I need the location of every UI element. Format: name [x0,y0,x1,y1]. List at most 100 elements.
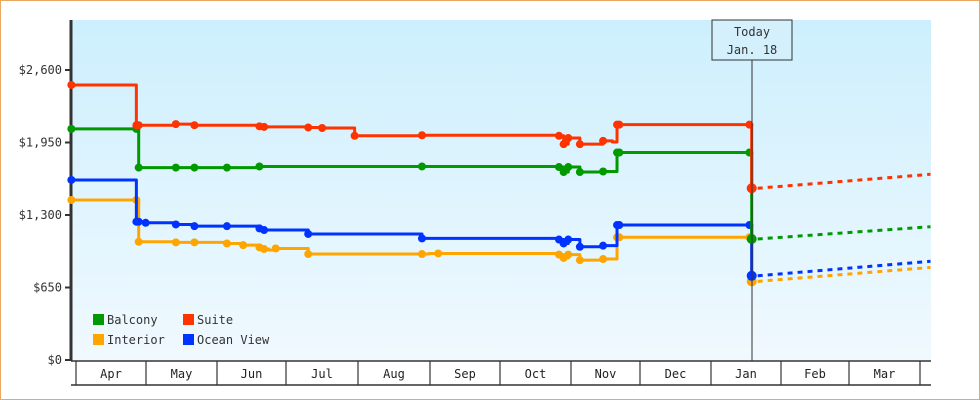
price-point[interactable] [559,168,568,177]
month-label-sep: Sep [454,367,476,381]
price-point[interactable] [417,234,426,243]
legend-item-suite[interactable]: Suite [183,313,233,327]
price-point[interactable] [575,256,584,265]
month-label-mar: Mar [874,367,896,381]
today-box [711,19,793,61]
legend-item-interior[interactable]: Interior [93,333,165,347]
price-point[interactable] [190,238,199,247]
price-point[interactable] [304,250,313,259]
price-point[interactable] [255,162,264,171]
price-point[interactable] [190,121,199,130]
price-point[interactable] [222,239,231,248]
price-point[interactable] [271,244,280,253]
price-point[interactable] [171,163,180,172]
month-label-aug: Aug [383,367,405,381]
today-label: Today [734,25,770,39]
price-point[interactable] [559,140,568,149]
month-label-oct: Oct [525,367,547,381]
price-point[interactable] [564,163,573,172]
price-point[interactable] [171,120,180,129]
y-axis: $0 $650 $1,300 $1,950 $2,600 [19,20,73,367]
plot-area [72,20,931,360]
price-point[interactable] [239,241,248,250]
price-point[interactable] [599,136,608,145]
forecast-line [757,259,931,278]
month-label-jan: Jan [735,367,757,381]
price-point[interactable] [190,222,199,231]
price-point[interactable] [417,131,426,140]
price-point[interactable] [67,195,76,204]
legend: Balcony Suite Interior Ocean View [93,313,270,347]
price-point[interactable] [615,221,624,230]
price-point[interactable] [67,124,76,133]
y-tick-label: $0 [48,353,62,367]
price-point[interactable] [304,123,313,132]
price-point[interactable] [417,250,426,259]
price-point[interactable] [564,250,573,259]
legend-swatch [93,314,104,325]
month-label-nov: Nov [595,367,617,381]
price-point[interactable] [222,163,231,172]
price-point[interactable] [260,122,269,131]
price-point[interactable] [575,140,584,149]
today-date: Jan. 18 [727,43,778,57]
price-point[interactable] [564,235,573,244]
history-line [71,198,754,282]
legend-label: Balcony [107,313,158,327]
price-point[interactable] [318,123,327,132]
price-point[interactable] [615,120,624,129]
forecast-line [757,225,931,241]
price-point[interactable] [599,255,608,264]
price-point[interactable] [599,241,608,250]
legend-swatch [93,334,104,345]
month-label-dec: Dec [665,367,687,381]
price-point[interactable] [171,220,180,229]
forecast-line [757,265,931,283]
y-tick-label: $1,950 [19,135,62,149]
price-point[interactable] [134,217,143,226]
price-point[interactable] [260,245,269,254]
legend-swatch [183,314,194,325]
today-marker: Today Jan. 18 [711,19,793,361]
legend-label: Ocean View [197,333,270,347]
price-point[interactable] [575,168,584,177]
price-point[interactable] [350,131,359,140]
series-lines [67,80,931,287]
y-tick-label: $2,600 [19,63,62,77]
price-point[interactable] [190,163,199,172]
legend-label: Suite [197,313,233,327]
legend-item-ocean-view[interactable]: Ocean View [183,333,270,347]
price-point[interactable] [134,237,143,246]
price-point[interactable] [260,226,269,235]
price-point[interactable] [222,222,231,231]
price-point[interactable] [134,163,143,172]
price-point[interactable] [434,249,443,258]
price-point[interactable] [554,163,563,172]
price-point[interactable] [304,229,313,238]
price-point[interactable] [141,218,150,227]
series-ocean-view [67,175,931,281]
series-balcony [67,124,931,244]
price-point[interactable] [171,238,180,247]
legend-swatch [183,334,194,345]
price-point[interactable] [67,80,76,89]
price-point[interactable] [134,121,143,130]
price-point[interactable] [575,242,584,251]
month-label-jun: Jun [241,367,263,381]
price-point[interactable] [417,162,426,171]
y-tick-label: $650 [33,280,62,294]
month-label-apr: Apr [100,367,122,381]
legend-item-balcony[interactable]: Balcony [93,313,158,327]
price-point[interactable] [554,131,563,140]
series-suite [67,80,931,194]
price-point[interactable] [615,148,624,157]
price-point[interactable] [599,167,608,176]
month-label-feb: Feb [804,367,826,381]
price-point[interactable] [745,120,754,129]
price-point[interactable] [67,175,76,184]
month-label-may: May [171,367,193,381]
forecast-line [757,172,931,190]
y-tick-label: $1,300 [19,208,62,222]
price-point[interactable] [564,134,573,143]
